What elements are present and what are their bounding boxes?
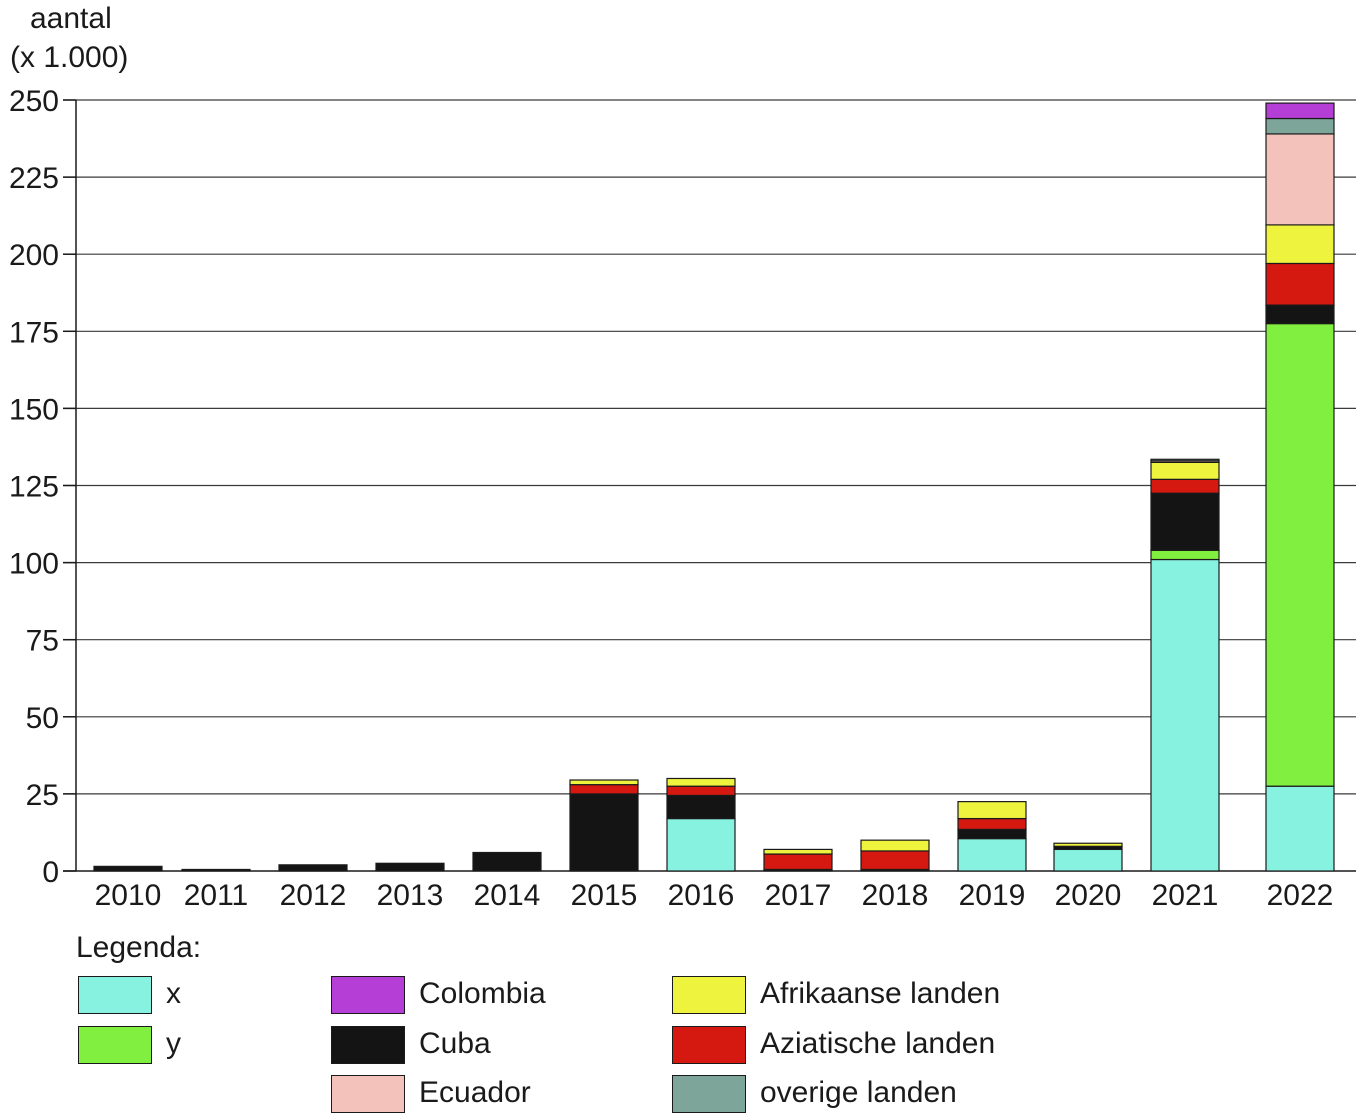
bar-segment xyxy=(1265,224,1335,265)
y-axis-title-line1: aantal xyxy=(30,2,112,35)
x-tick-label: 2021 xyxy=(1152,879,1219,912)
x-tick-label: 2013 xyxy=(377,879,444,912)
y-tick-label: 225 xyxy=(9,162,59,195)
bar-segment xyxy=(569,784,639,795)
legend-label: Afrikaanse landen xyxy=(760,977,1001,1010)
bar-segment xyxy=(472,851,542,872)
x-tick-label: 2010 xyxy=(95,879,162,912)
legend-label: Colombia xyxy=(419,977,546,1010)
bar-segment xyxy=(1265,785,1335,872)
bar-segment xyxy=(957,801,1027,820)
legend-swatch xyxy=(672,1075,746,1113)
y-tick-label: 200 xyxy=(9,239,59,272)
y-tick-label: 0 xyxy=(42,856,59,889)
y-axis-title-line2: (x 1.000) xyxy=(10,41,129,74)
legend-label: Cuba xyxy=(419,1027,491,1060)
legend-label: overige landen xyxy=(760,1076,957,1109)
bar-segment xyxy=(957,838,1027,872)
y-tick-label: 25 xyxy=(26,779,59,812)
bar-segment xyxy=(375,862,445,872)
x-tick-label: 2015 xyxy=(571,879,638,912)
legend-swatch xyxy=(331,1026,405,1064)
bar-segment xyxy=(1265,133,1335,226)
x-tick-label: 2017 xyxy=(765,879,832,912)
bar-segment xyxy=(957,817,1027,830)
bar-segment xyxy=(1265,322,1335,787)
bar-segment xyxy=(1150,549,1220,561)
legend-swatch xyxy=(331,976,405,1014)
y-tick-label: 50 xyxy=(26,702,59,735)
x-tick-label: 2011 xyxy=(184,879,249,912)
stacked-bar-chart: 0 25 50 75 100 125 150 175 200 225 250 2010 2011 2012… xyxy=(9,85,1356,912)
bar-segment xyxy=(93,865,163,872)
bar-segment xyxy=(1150,492,1220,551)
bar-segment xyxy=(1053,848,1123,872)
bar-segment xyxy=(569,779,639,786)
bar-segment xyxy=(666,785,736,797)
bar-segment xyxy=(763,853,833,871)
legend-swatch xyxy=(331,1075,405,1113)
x-tick-label: 2014 xyxy=(474,879,541,912)
bar-segment xyxy=(957,828,1027,840)
bar-segment xyxy=(569,793,639,872)
x-tick-label: 2020 xyxy=(1055,879,1122,912)
bar-segment xyxy=(1265,262,1335,306)
legend-title: Legenda: xyxy=(76,931,202,964)
bar-segment xyxy=(860,839,930,852)
bar-segment xyxy=(666,817,736,872)
bar-segment xyxy=(1265,102,1335,120)
x-tick-label: 2022 xyxy=(1267,879,1334,912)
y-tick-label: 175 xyxy=(9,316,59,349)
x-tick-label: 2012 xyxy=(280,879,347,912)
bar-segment xyxy=(1265,117,1335,135)
y-tick-label: 125 xyxy=(9,471,59,504)
legend-swatch xyxy=(78,976,152,1014)
bar-segment xyxy=(278,864,348,872)
bar-segment xyxy=(666,777,736,787)
y-tick-label: 250 xyxy=(9,85,59,118)
y-tick-label: 100 xyxy=(9,548,59,581)
bar-segment xyxy=(860,850,930,871)
bar-segment xyxy=(1053,842,1123,847)
x-tick-label: 2019 xyxy=(959,879,1026,912)
legend-swatch xyxy=(672,1026,746,1064)
legend-label: Ecuador xyxy=(419,1076,531,1109)
bar-segment xyxy=(181,868,251,872)
legend-label: Aziatische landen xyxy=(760,1027,996,1060)
bar-segment xyxy=(1150,458,1220,462)
x-tick-label: 2018 xyxy=(862,879,929,912)
bar-segment xyxy=(1150,478,1220,494)
bar-segment xyxy=(1265,304,1335,325)
legend-label: x xyxy=(166,977,181,1010)
y-tick-label: 150 xyxy=(9,393,59,426)
legend-label: y xyxy=(166,1027,181,1060)
bar-segment xyxy=(1150,558,1220,872)
x-tick-label: 2016 xyxy=(668,879,735,912)
legend-swatch xyxy=(78,1026,152,1064)
bar-segment xyxy=(1150,461,1220,480)
bar-segment xyxy=(763,848,833,855)
bar-segment xyxy=(666,794,736,820)
y-tick-label: 75 xyxy=(26,625,59,658)
legend-swatch xyxy=(672,976,746,1014)
